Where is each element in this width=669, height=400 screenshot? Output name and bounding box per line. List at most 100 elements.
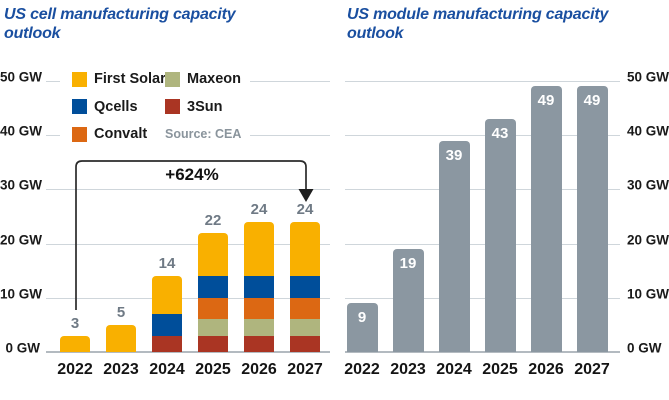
legend-swatch-qcells (72, 99, 87, 114)
x-tick-label-2025: 2025 (482, 361, 518, 378)
x-tick-label-2022: 2022 (57, 361, 93, 378)
bar-segment-3sun-2027 (290, 335, 320, 352)
bar-value-label-2022: 9 (357, 309, 367, 327)
legend-label-maxeon: Maxeon (187, 71, 241, 87)
legend-item-convalt: Convalt (72, 126, 147, 142)
bar-segment-3sun-2026 (244, 335, 274, 352)
bar-value-label-2025: 43 (491, 124, 509, 142)
legend-label-qcells: Qcells (94, 98, 138, 115)
bar-value-label-2023: 19 (399, 255, 417, 273)
x-tick-label-2022: 2022 (344, 361, 380, 378)
bar-segment-first-solar-2025 (198, 232, 228, 277)
gridline-50-gw (345, 81, 620, 82)
bar-segment-qcells-2024 (152, 314, 182, 336)
bar-segment-first-solar-2026 (244, 221, 274, 277)
bar-2027: 49 (576, 86, 608, 352)
gridline-30-gw (345, 189, 620, 191)
bar-2024: 39 (438, 140, 470, 352)
source-label: Source: CEA (165, 127, 242, 141)
bar-2025 (198, 232, 228, 352)
bar-value-label-2022: 3 (70, 314, 80, 332)
bar-value-label-2026: 49 (537, 92, 555, 110)
legend-swatch-maxeon (165, 71, 180, 87)
y-tick-label-0-gw: 0 GW (5, 340, 40, 356)
x-tick-label-2027: 2027 (574, 361, 610, 378)
bar-2022 (60, 335, 90, 352)
y-tick-label-50-gw: 50 GW (627, 69, 669, 85)
legend-swatch-3sun (165, 99, 180, 114)
bar-segment-first-solar-2027 (290, 221, 320, 277)
x-tick-label-2026: 2026 (528, 361, 564, 378)
legend-swatch-convalt (72, 126, 87, 142)
bar-value-label-2026: 24 (250, 200, 268, 218)
legend-item-maxeon: Maxeon (165, 71, 241, 87)
bar-value-label-2027: 49 (583, 92, 601, 110)
bar-2027 (290, 221, 320, 352)
cell-chart-title: US cell manufacturing capacity outlook (4, 6, 236, 42)
bar-2025: 43 (484, 118, 516, 352)
y-tick-label-30-gw: 30 GW (627, 177, 669, 193)
gridline-20-gw (46, 243, 330, 245)
cell-chart-legend: First Solar Qcells Convalt Maxeon 3Sun Source… (60, 62, 250, 148)
gridline-20-gw (345, 243, 620, 245)
bar-segment-first-solar-2022 (60, 335, 90, 352)
gridline-10-gw (345, 297, 620, 299)
y-tick-label-40-gw: 40 GW (0, 123, 43, 139)
legend-label-convalt: Convalt (94, 126, 148, 142)
bar-segment-first-solar-2024 (152, 276, 182, 315)
x-tick-label-2024: 2024 (436, 361, 472, 378)
bar-segment-first-solar-2023 (106, 324, 136, 352)
gridline-40-gw (345, 135, 620, 137)
y-tick-label-40-gw: 40 GW (627, 123, 669, 139)
growth-annotation: +624% (165, 165, 219, 184)
y-tick-label-0-gw: 0 GW (627, 340, 662, 356)
x-tick-label-2026: 2026 (241, 361, 277, 378)
bar-segment-convalt-2027 (290, 297, 320, 320)
legend-label-3sun: 3Sun (187, 98, 223, 115)
bar-value-label-2027: 24 (296, 200, 314, 218)
y-tick-label-10-gw: 10 GW (627, 286, 669, 302)
bar-2023: 19 (392, 249, 424, 352)
bar-value-label-2025: 22 (204, 211, 222, 229)
bar-2022: 9 (346, 303, 378, 352)
module-chart-title: US module manufacturing capacity outlook (347, 6, 609, 42)
x-tick-label-2025: 2025 (195, 361, 231, 378)
legend-item-first-solar: First Solar (72, 71, 166, 87)
gridline-30-gw (46, 189, 330, 191)
gridline-0-gw (345, 351, 620, 353)
y-tick-label-50-gw: 50 GW (0, 69, 43, 85)
bar-segment-qcells-2027 (290, 276, 320, 298)
y-tick-label-30-gw: 30 GW (0, 177, 43, 193)
bar-segment-3sun-2024 (152, 335, 182, 352)
bar-value-label-2024: 14 (158, 255, 176, 273)
x-tick-label-2023: 2023 (103, 361, 139, 378)
bar-2023 (106, 324, 136, 352)
x-tick-label-2027: 2027 (287, 361, 323, 378)
legend-item-qcells: Qcells (72, 99, 138, 115)
bar-value-label-2023: 5 (116, 303, 126, 321)
bar-segment-convalt-2025 (198, 297, 228, 320)
bar-segment-maxeon-2025 (198, 319, 228, 336)
gridline-10-gw (46, 297, 330, 299)
bar-segment-maxeon-2026 (244, 319, 274, 336)
bar-value-label-2024: 39 (445, 146, 463, 164)
y-tick-label-20-gw: 20 GW (627, 232, 669, 248)
y-tick-label-10-gw: 10 GW (0, 286, 43, 302)
bar-segment-qcells-2025 (198, 276, 228, 298)
x-tick-label-2024: 2024 (149, 361, 185, 378)
x-tick-label-2023: 2023 (390, 361, 426, 378)
legend-item-3sun: 3Sun (165, 99, 222, 115)
bar-2024 (152, 276, 182, 352)
bar-2026: 49 (530, 86, 562, 352)
legend-swatch-first-solar (72, 71, 87, 87)
bar-segment-maxeon-2027 (290, 319, 320, 336)
bar-segment-qcells-2026 (244, 276, 274, 298)
y-tick-label-20-gw: 20 GW (0, 232, 43, 248)
bar-segment-3sun-2025 (198, 335, 228, 352)
bar-2026 (244, 221, 274, 352)
legend-label-first-solar: First Solar (94, 71, 166, 87)
bar-segment-convalt-2026 (244, 297, 274, 320)
gridline-0-gw (46, 351, 330, 353)
